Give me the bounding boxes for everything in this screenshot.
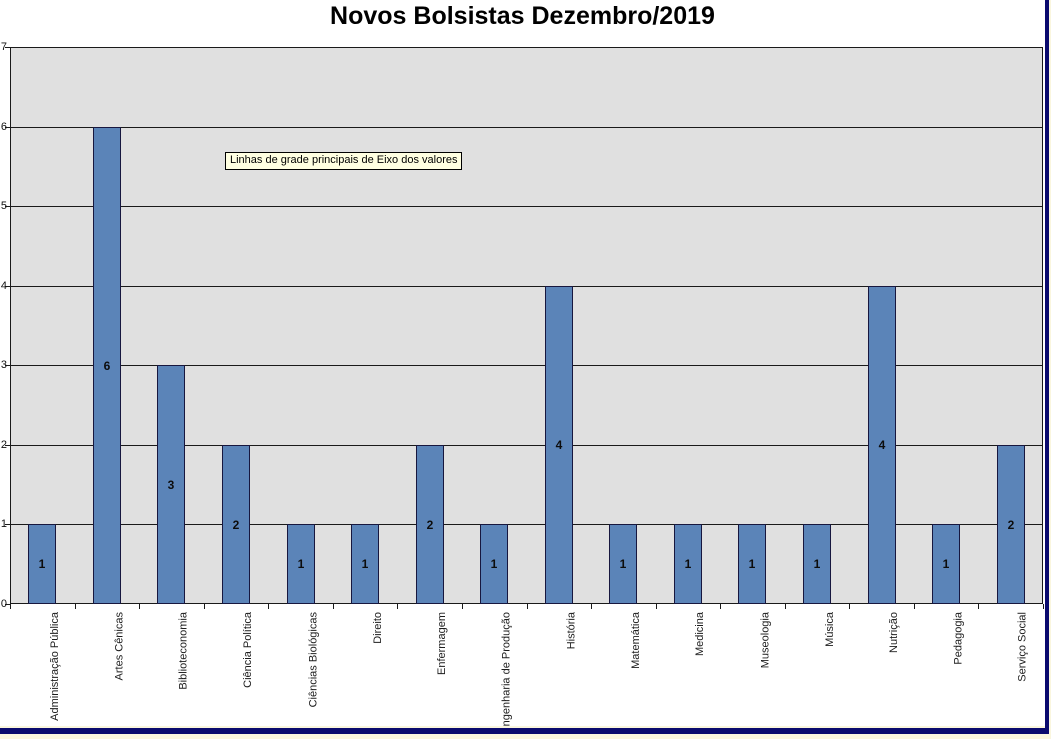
- bar-value-label: 1: [619, 557, 627, 571]
- category-axis-label[interactable]: Enfermagem: [436, 612, 448, 675]
- category-axis-tick: [849, 604, 850, 609]
- category-axis-tick: [204, 604, 205, 609]
- category-axis-tick: [462, 604, 463, 609]
- value-axis-tick: [5, 604, 10, 605]
- category-axis-label[interactable]: Serviço Social: [1017, 612, 1029, 682]
- category-axis-label[interactable]: Matemática: [630, 612, 642, 669]
- bar-museologia[interactable]: [738, 524, 766, 604]
- category-axis-tick: [656, 604, 657, 609]
- bar-value-label: 6: [103, 359, 111, 373]
- value-axis-gridline[interactable]: [10, 365, 1043, 366]
- value-axis-tick: [5, 365, 10, 366]
- bar-value-label: 1: [361, 557, 369, 571]
- bar-value-label: 2: [232, 518, 240, 532]
- value-axis-label[interactable]: 0: [0, 598, 7, 610]
- bar-ci-ncia-pol-tica[interactable]: [222, 445, 250, 604]
- value-axis-tick: [5, 127, 10, 128]
- category-axis-label[interactable]: Ciências Biológicas: [307, 612, 319, 708]
- value-axis-tick: [5, 286, 10, 287]
- value-axis-label[interactable]: 2: [0, 439, 7, 451]
- bar-m-sica[interactable]: [803, 524, 831, 604]
- value-axis-label[interactable]: 5: [0, 200, 7, 212]
- value-axis-gridline[interactable]: [10, 445, 1043, 446]
- bar-value-label: 1: [813, 557, 821, 571]
- category-axis-label[interactable]: Biblioteconomia: [178, 612, 190, 690]
- bar-value-label: 3: [167, 478, 175, 492]
- bar-pedagogia[interactable]: [932, 524, 960, 604]
- value-axis-gridline[interactable]: [10, 286, 1043, 287]
- value-axis-label[interactable]: 3: [0, 359, 7, 371]
- gridlines-tooltip: Linhas de grade principais de Eixo dos v…: [225, 152, 463, 170]
- category-axis-label[interactable]: Medicina: [694, 612, 706, 657]
- value-axis-label[interactable]: 7: [0, 41, 7, 53]
- category-axis-tick: [914, 604, 915, 609]
- category-axis-label[interactable]: Artes Cênicas: [113, 612, 125, 681]
- chart-border-bottom: [0, 728, 1049, 734]
- bar-biblioteconomia[interactable]: [157, 365, 185, 604]
- category-axis-label[interactable]: Administração Pública: [49, 612, 61, 721]
- bar-engenharia-de-produ-o[interactable]: [480, 524, 508, 604]
- bar-value-label: 2: [1007, 518, 1015, 532]
- value-axis-tick: [5, 445, 10, 446]
- category-axis-label[interactable]: Direito: [372, 612, 384, 644]
- bar-nutri-o[interactable]: [868, 286, 896, 604]
- category-axis-label[interactable]: Museologia: [759, 612, 771, 669]
- category-axis-label[interactable]: Música: [824, 612, 836, 647]
- category-axis-tick: [785, 604, 786, 609]
- bar-artes-c-nicas[interactable]: [93, 127, 121, 604]
- bar-value-label: 1: [684, 557, 692, 571]
- category-axis-label[interactable]: Nutrição: [888, 612, 900, 653]
- value-axis-gridline[interactable]: [10, 206, 1043, 207]
- frame-cream-right: [1048, 0, 1051, 739]
- value-axis-gridline[interactable]: [10, 524, 1043, 525]
- bar-value-label: 1: [748, 557, 756, 571]
- category-axis-tick: [1043, 604, 1044, 609]
- bar-matem-tica[interactable]: [609, 524, 637, 604]
- category-axis-label[interactable]: Ciência Política: [242, 612, 254, 688]
- value-axis-label[interactable]: 6: [0, 121, 7, 133]
- bar-ci-ncias-biol-gicas[interactable]: [287, 524, 315, 604]
- bar-value-label: 1: [297, 557, 305, 571]
- value-axis-tick: [5, 47, 10, 48]
- bar-hist-ria[interactable]: [545, 286, 573, 604]
- category-axis-tick: [720, 604, 721, 609]
- value-axis-gridline[interactable]: [10, 127, 1043, 128]
- category-axis-tick: [527, 604, 528, 609]
- category-axis-tick: [397, 604, 398, 609]
- category-axis-label[interactable]: Pedagogia: [953, 612, 965, 665]
- bar-medicina[interactable]: [674, 524, 702, 604]
- bar-servi-o-social[interactable]: [997, 445, 1025, 604]
- category-axis-tick: [333, 604, 334, 609]
- category-axis-tick: [268, 604, 269, 609]
- bar-direito[interactable]: [351, 524, 379, 604]
- bar-value-label: 4: [555, 438, 563, 452]
- bar-value-label: 1: [942, 557, 950, 571]
- category-axis-tick: [139, 604, 140, 609]
- chart-border-right: [1045, 0, 1049, 734]
- chart-title[interactable]: Novos Bolsistas Dezembro/2019: [330, 2, 715, 30]
- value-axis-tick: [5, 524, 10, 525]
- value-axis-label[interactable]: 1: [0, 518, 7, 530]
- bar-enfermagem[interactable]: [416, 445, 444, 604]
- bar-value-label: 1: [38, 557, 46, 571]
- value-axis-tick: [5, 206, 10, 207]
- category-axis-label[interactable]: História: [565, 612, 577, 650]
- category-axis-tick: [591, 604, 592, 609]
- bar-value-label: 4: [878, 438, 886, 452]
- category-axis-tick: [75, 604, 76, 609]
- bar-administra-o-p-blica[interactable]: [28, 524, 56, 604]
- value-axis-label[interactable]: 4: [0, 280, 7, 292]
- category-axis-label[interactable]: Engenharia de Produção: [501, 612, 513, 734]
- category-axis-tick: [978, 604, 979, 609]
- category-axis-tick: [10, 604, 11, 609]
- bar-value-label: 2: [426, 518, 434, 532]
- bar-value-label: 1: [490, 557, 498, 571]
